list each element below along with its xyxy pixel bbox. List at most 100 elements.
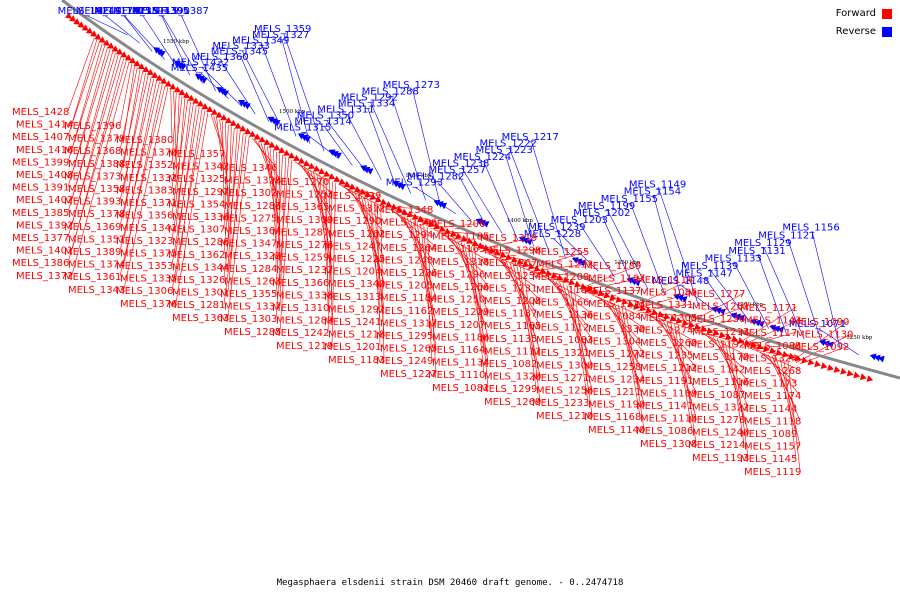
forward-leader-line xyxy=(724,340,749,432)
forward-gene xyxy=(253,133,261,140)
forward-gene-label: MELS_1137 xyxy=(584,286,641,297)
forward-gene xyxy=(390,203,398,210)
forward-gene-label: MELS_1383 xyxy=(116,185,173,196)
reverse-leader-line xyxy=(531,141,566,259)
forward-gene-label: MELS_1428 xyxy=(12,107,69,118)
forward-gene xyxy=(225,117,232,124)
forward-gene-label: MELS_1301 xyxy=(172,288,229,299)
forward-gene-label: MELS_1192 xyxy=(688,339,745,350)
forward-gene-label: MELS_1231 xyxy=(480,283,537,294)
reverse-gene xyxy=(572,257,579,264)
forward-gene-label: MELS_1236 xyxy=(688,314,745,325)
forward-gene xyxy=(428,220,435,228)
forward-gene-label: MELS_1167 xyxy=(588,274,645,285)
reverse-leader-line xyxy=(326,120,368,173)
forward-gene xyxy=(103,39,110,46)
forward-gene-label: MELS_1249 xyxy=(376,356,433,367)
reverse-gene-label: MELS_1390 xyxy=(133,6,190,17)
forward-gene xyxy=(115,48,123,55)
forward-gene-label: MELS_1328 xyxy=(224,176,281,187)
reverse-leader-line xyxy=(162,15,203,84)
forward-gene-label: MELS_1088 xyxy=(744,341,801,352)
reverse-gene xyxy=(331,151,339,158)
forward-gene xyxy=(438,225,446,232)
forward-gene-label: MELS_1283 xyxy=(224,201,281,212)
forward-leader-line xyxy=(621,305,641,417)
forward-gene xyxy=(539,267,547,274)
forward-gene xyxy=(395,206,403,213)
forward-leader-line xyxy=(175,112,209,303)
forward-gene xyxy=(827,364,834,371)
forward-leader-line xyxy=(313,171,329,257)
forward-gene xyxy=(90,30,98,37)
forward-leader-line xyxy=(331,183,336,345)
forward-gene xyxy=(794,354,802,362)
forward-gene-label: MELS_1157 xyxy=(744,442,801,453)
forward-gene xyxy=(585,285,593,292)
reverse-gene xyxy=(738,314,745,322)
forward-gene xyxy=(77,21,85,28)
forward-gene xyxy=(151,71,159,78)
reverse-leader-line xyxy=(347,114,382,180)
forward-gene-label: MELS_1187 xyxy=(480,309,537,320)
forward-leader-line xyxy=(380,205,385,359)
forward-gene-label: MELS_1338 xyxy=(276,290,333,301)
forward-gene-label: MELS_1185 xyxy=(432,232,489,243)
forward-leader-line xyxy=(71,43,103,149)
forward-gene-label: MELS_1264 xyxy=(380,243,437,254)
forward-gene xyxy=(417,215,425,223)
reverse-leader-line xyxy=(181,15,216,92)
scale-tick-label: 1300 kbp xyxy=(737,302,764,308)
forward-leader-line xyxy=(748,344,801,349)
figure-caption: Megasphaera elsdenii strain DSM 20460 dr… xyxy=(276,578,624,588)
forward-gene-label: MELS_1267 xyxy=(480,258,537,269)
forward-gene-label: MELS_1162 xyxy=(376,306,433,317)
reverse-leader-line xyxy=(580,224,615,278)
forward-leader-line xyxy=(119,67,138,151)
forward-gene xyxy=(433,223,441,230)
reverse-gene-label: MELS_1424 xyxy=(58,6,115,17)
forward-gene-label: MELS_1365 xyxy=(272,202,329,213)
reverse-gene-label: MELS_1139 xyxy=(681,261,738,272)
forward-gene xyxy=(814,360,821,368)
forward-gene xyxy=(288,152,296,159)
forward-gene xyxy=(374,196,382,203)
forward-leader-line xyxy=(123,87,169,289)
forward-leader-line xyxy=(171,99,188,215)
reverse-gene xyxy=(873,354,881,362)
forward-leader-line xyxy=(322,176,333,295)
forward-leader-line xyxy=(123,83,163,264)
forward-leader-line xyxy=(795,333,853,363)
reverse-gene-label: MELS_1394 xyxy=(113,6,170,17)
forward-gene xyxy=(137,63,145,70)
legend-reverse: Reverse xyxy=(836,26,892,37)
forward-gene xyxy=(120,51,128,58)
reverse-leader-line xyxy=(818,328,859,356)
forward-gene-label: MELS_1310 xyxy=(272,303,329,314)
forward-gene xyxy=(505,253,513,261)
reverse-leader-line xyxy=(281,39,311,144)
forward-gene xyxy=(853,371,860,379)
reverse-gene xyxy=(238,100,245,107)
forward-gene-label: MELS_1173 xyxy=(740,379,797,390)
forward-gene xyxy=(775,349,783,356)
reverse-gene-label: MELS_1387 xyxy=(152,6,209,17)
reverse-leader-line xyxy=(242,50,283,130)
forward-leader-line xyxy=(171,92,177,165)
reverse-leader-line xyxy=(283,34,325,152)
forward-gene-label: MELS_1242 xyxy=(272,328,329,339)
reverse-gene-label: MELS_1203 xyxy=(551,215,608,226)
forward-gene xyxy=(494,249,501,256)
forward-gene-label: MELS_1256 xyxy=(536,386,593,397)
forward-gene-label: MELS_1218 xyxy=(328,330,385,341)
gene-features xyxy=(65,12,885,382)
forward-gene-label: MELS_1119 xyxy=(744,467,801,478)
reverse-gene-label: MELS_1147 xyxy=(676,269,733,280)
forward-gene-label: MELS_1266 xyxy=(432,282,489,293)
scale-tick-label: 1500 kbp xyxy=(279,109,306,115)
reverse-gene-label: MELS_1224 xyxy=(454,152,511,163)
forward-gene-label: MELS_1269 xyxy=(484,397,541,408)
reverse-leader-line xyxy=(483,161,519,241)
forward-gene-label: MELS_1240 xyxy=(692,428,749,439)
forward-gene-label: MELS_1113 xyxy=(588,299,645,310)
